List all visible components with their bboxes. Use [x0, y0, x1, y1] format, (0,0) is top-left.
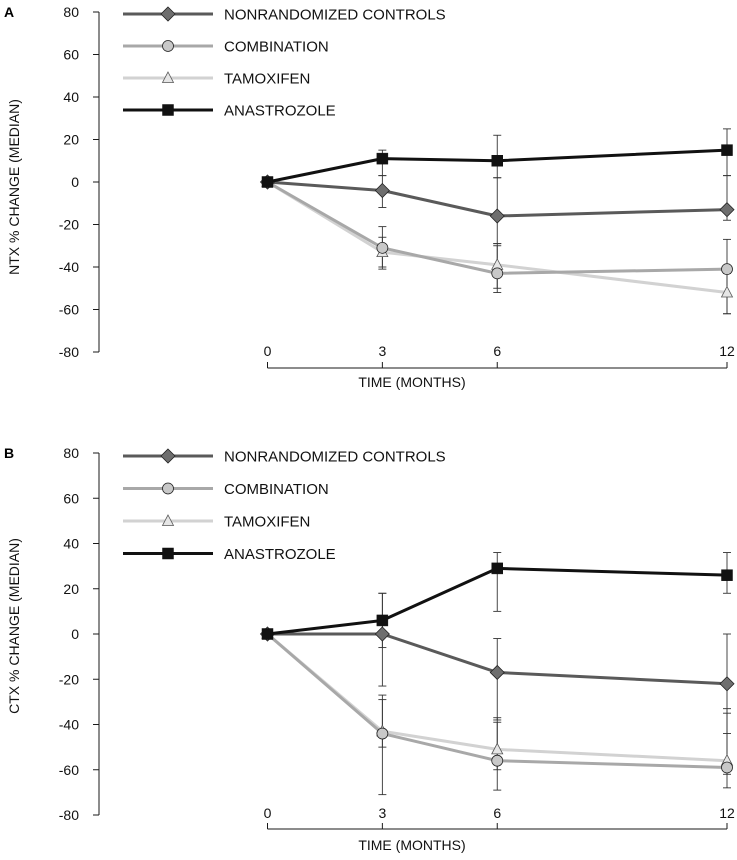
panel-a-line-combination [266, 180, 728, 275]
panel-a-y-tick-label: -20 [59, 217, 79, 233]
panel-a-point-tamoxifen [720, 285, 734, 298]
panel-a-y-axis-label: NTX % CHANGE (MEDIAN) [6, 99, 22, 275]
panel-a-line-nonrandomized-controls [267, 180, 728, 218]
panel-b-point-tamoxifen [491, 742, 504, 755]
panel-b-y-tick-label: 20 [63, 581, 79, 597]
panel-b-legend-label-anastrozole: ANASTROZOLE [224, 546, 336, 563]
panel-b-legend-label-tamoxifen: TAMOXIFEN [224, 514, 310, 531]
panel-a-point-nonrandomized-controls [489, 208, 505, 224]
panel-a-point-combination [376, 241, 389, 254]
panel-a-x-tick-label: 3 [378, 343, 386, 359]
panel-b-point-anastrozole [721, 569, 733, 581]
panel-b-point-anastrozole [376, 614, 389, 627]
panel-a-y-tick-label: -60 [59, 302, 79, 318]
panel-b-y-tick-label: -40 [59, 717, 79, 733]
panel-b-line-nonrandomized-controls [267, 632, 728, 686]
panel-a-y-tick-label: 0 [71, 174, 79, 190]
panel-b-y-tick-label: -60 [59, 762, 79, 778]
panel-b-x-tick-label: 6 [493, 805, 501, 821]
panel-a-point-anastrozole [261, 176, 274, 188]
panel-b-y-tick-label: -20 [59, 671, 79, 687]
panel-a-point-nonrandomized-controls [719, 202, 735, 218]
panel-a-point-anastrozole [376, 152, 389, 165]
panel-a-y-tick-label: 60 [63, 47, 79, 63]
panel-b-y-tick-label: 40 [63, 536, 79, 552]
panel-a-line-anastrozole [267, 148, 728, 184]
panel-a-legend-marker-nonrandomized-controls [160, 6, 176, 22]
panel-a-label: A [4, 4, 14, 20]
panel-a-x-tick-label: 0 [264, 343, 272, 359]
panel-b-y-tick-label: 0 [71, 626, 79, 642]
panel-b-y-tick-label: 60 [63, 490, 79, 506]
panel-a-legend-marker-anastrozole [162, 104, 174, 116]
panel-b-label: B [4, 445, 14, 461]
panel-b-legend-label-combination: COMBINATION [224, 481, 329, 498]
panel-a-x-axis-label: TIME (MONTHS) [358, 374, 465, 390]
panel-a-legend-marker-tamoxifen [161, 71, 175, 83]
panel-a-x-tick-label: 6 [493, 343, 501, 359]
panel-b-point-anastrozole [491, 562, 503, 575]
panel-b-point-nonrandomized-controls [489, 664, 505, 681]
panel-b-point-anastrozole [261, 628, 274, 640]
panel-a-legend-label-nonrandomized-controls: NONRANDOMIZED CONTROLS [224, 7, 446, 24]
panel-b-legend-label-nonrandomized-controls: NONRANDOMIZED CONTROLS [224, 449, 446, 466]
panel-b-legend-marker-nonrandomized-controls [160, 448, 176, 464]
panel-a-legend-label-combination: COMBINATION [224, 39, 329, 56]
panel-b-x-axis-label: TIME (MONTHS) [358, 837, 465, 853]
panel-a-legend-marker-combination [162, 40, 174, 52]
panel-b-x-tick-label: 12 [719, 805, 735, 821]
panel-a-point-anastrozole [721, 144, 733, 156]
panel-b-legend-marker-tamoxifen [161, 514, 175, 526]
panel-a-point-combination [491, 267, 504, 280]
panel-a-legend-label-anastrozole: ANASTROZOLE [224, 103, 336, 120]
panel-b-legend-marker-anastrozole [162, 547, 174, 560]
panel-b-point-combination [491, 754, 504, 767]
panel-a-y-tick-label: -80 [59, 344, 79, 360]
panel-b-point-nonrandomized-controls [374, 626, 390, 642]
panel-a-y-tick-label: 20 [63, 132, 79, 148]
panel-a-point-combination [721, 263, 733, 276]
panel-a-y-tick-label: 40 [63, 89, 79, 105]
panel-a-point-nonrandomized-controls [374, 182, 390, 199]
panel-a-y-tick-label: -40 [59, 259, 79, 275]
panel-b-legend-marker-combination [162, 482, 174, 495]
panel-b-line-anastrozole [267, 566, 728, 636]
panel-b-line-combination [266, 632, 728, 769]
panel-b-y-tick-label: 80 [63, 445, 79, 461]
panel-a-line-tamoxifen [266, 180, 728, 294]
panel-a-y-tick-label: 80 [63, 4, 79, 20]
panel-a-point-anastrozole [491, 155, 503, 167]
panel-a: A NTX % CHANGE (MEDIAN) TIME (MONTHS) 80… [4, 4, 735, 390]
panel-b-x-tick-label: 3 [378, 805, 386, 821]
panel-b-x-tick-label: 0 [264, 805, 272, 821]
panel-b-y-axis-label: CTX % CHANGE (MEDIAN) [6, 538, 22, 714]
panel-b-point-combination [376, 727, 389, 740]
panel-b-y-tick-label: -80 [59, 807, 79, 823]
panel-a-legend-label-tamoxifen: TAMOXIFEN [224, 71, 310, 88]
panel-b-point-nonrandomized-controls [719, 676, 735, 692]
panel-a-x-tick-label: 12 [719, 343, 735, 359]
panel-b: B CTX % CHANGE (MEDIAN) TIME (MONTHS) 80… [4, 445, 735, 853]
panel-b-point-combination [721, 761, 733, 774]
